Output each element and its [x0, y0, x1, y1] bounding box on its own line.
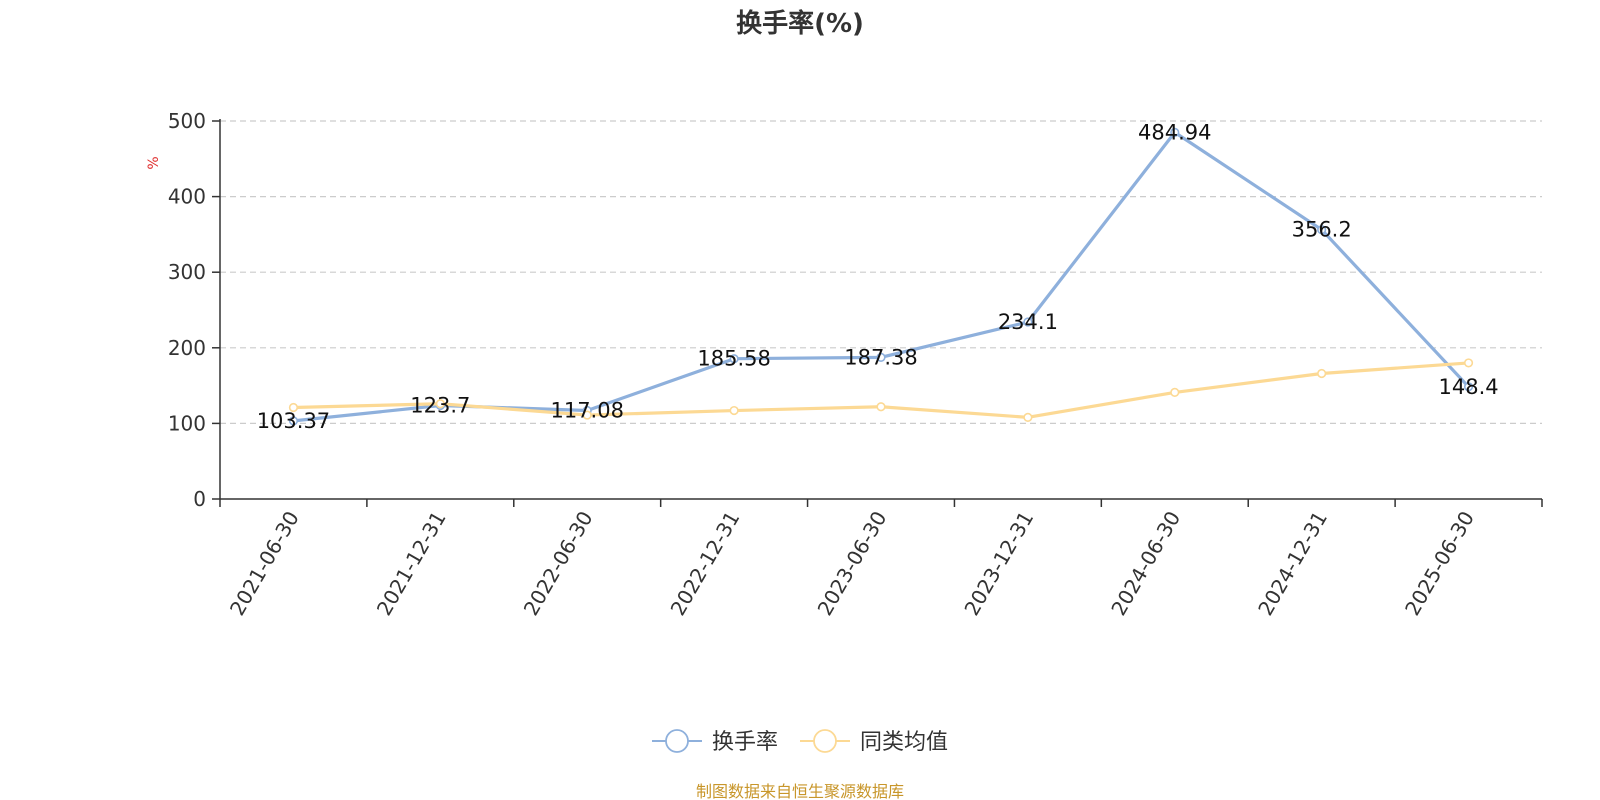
- x-tick-label: 2022-06-30: [519, 507, 598, 620]
- x-tick-label: 2021-12-31: [372, 507, 451, 620]
- series-lines: [288, 127, 1474, 426]
- data-label: 187.38: [844, 345, 917, 369]
- legend-item[interactable]: 换手率: [652, 729, 778, 755]
- data-label: 234.1: [998, 310, 1058, 334]
- source-note: 制图数据来自恒生聚源数据库: [696, 782, 904, 800]
- legend-swatch-marker: [665, 729, 689, 753]
- data-point: [288, 402, 299, 413]
- y-tick-label: 100: [168, 411, 206, 435]
- legend[interactable]: 换手率 同类均值: [652, 729, 948, 755]
- x-tick-label: 2022-12-31: [666, 507, 745, 620]
- y-tick-label: 200: [168, 336, 206, 360]
- x-tick-label: 2023-12-31: [959, 507, 1038, 620]
- y-tick-label: 300: [168, 260, 206, 284]
- data-point: [1023, 412, 1033, 422]
- data-label: 148.4: [1438, 375, 1498, 399]
- x-tick-label: 2023-06-30: [812, 507, 891, 620]
- legend-swatch-marker: [813, 729, 837, 753]
- data-point: [288, 416, 299, 426]
- data-point: [1463, 358, 1474, 368]
- data-label: 356.2: [1292, 218, 1352, 242]
- data-point: [1317, 368, 1327, 379]
- data-point: [1023, 317, 1033, 327]
- data-label: 484.94: [1138, 120, 1211, 144]
- x-tick-label: 2024-12-31: [1253, 507, 1332, 620]
- data-point: [729, 405, 739, 416]
- y-tick-label: 0: [193, 487, 206, 511]
- data-point: [435, 399, 445, 409]
- legend-label: 换手率: [712, 730, 778, 755]
- x-tick-label: 2024-06-30: [1106, 507, 1185, 620]
- legend-label: 同类均值: [860, 730, 948, 755]
- data-label: 117.08: [550, 398, 623, 422]
- gridlines: [220, 120, 1542, 424]
- data-label: 123.7: [410, 393, 470, 417]
- x-tick-label: 2021-06-30: [225, 507, 304, 620]
- data-point: [1170, 127, 1180, 137]
- chart-title: 换手率(%): [736, 8, 864, 39]
- data-point: [876, 402, 886, 412]
- data-point: [729, 354, 739, 364]
- data-label: 103.37: [257, 409, 330, 433]
- x-tick-label: 2025-06-30: [1400, 507, 1479, 620]
- data-point: [1317, 225, 1327, 235]
- data-point: [1463, 382, 1474, 392]
- data-point: [1170, 387, 1180, 398]
- data-point: [582, 410, 592, 420]
- y-axis-unit-label: %: [146, 156, 162, 169]
- legend-item[interactable]: 同类均值: [800, 729, 948, 755]
- y-tick-label: 400: [168, 185, 206, 209]
- data-labels: 103.37 123.7 117.08 185.58 187.38 234.1 484.94…: [257, 120, 1499, 432]
- y-tick-label: 500: [168, 109, 206, 133]
- data-point: [876, 352, 886, 362]
- data-label: 185.58: [697, 347, 770, 371]
